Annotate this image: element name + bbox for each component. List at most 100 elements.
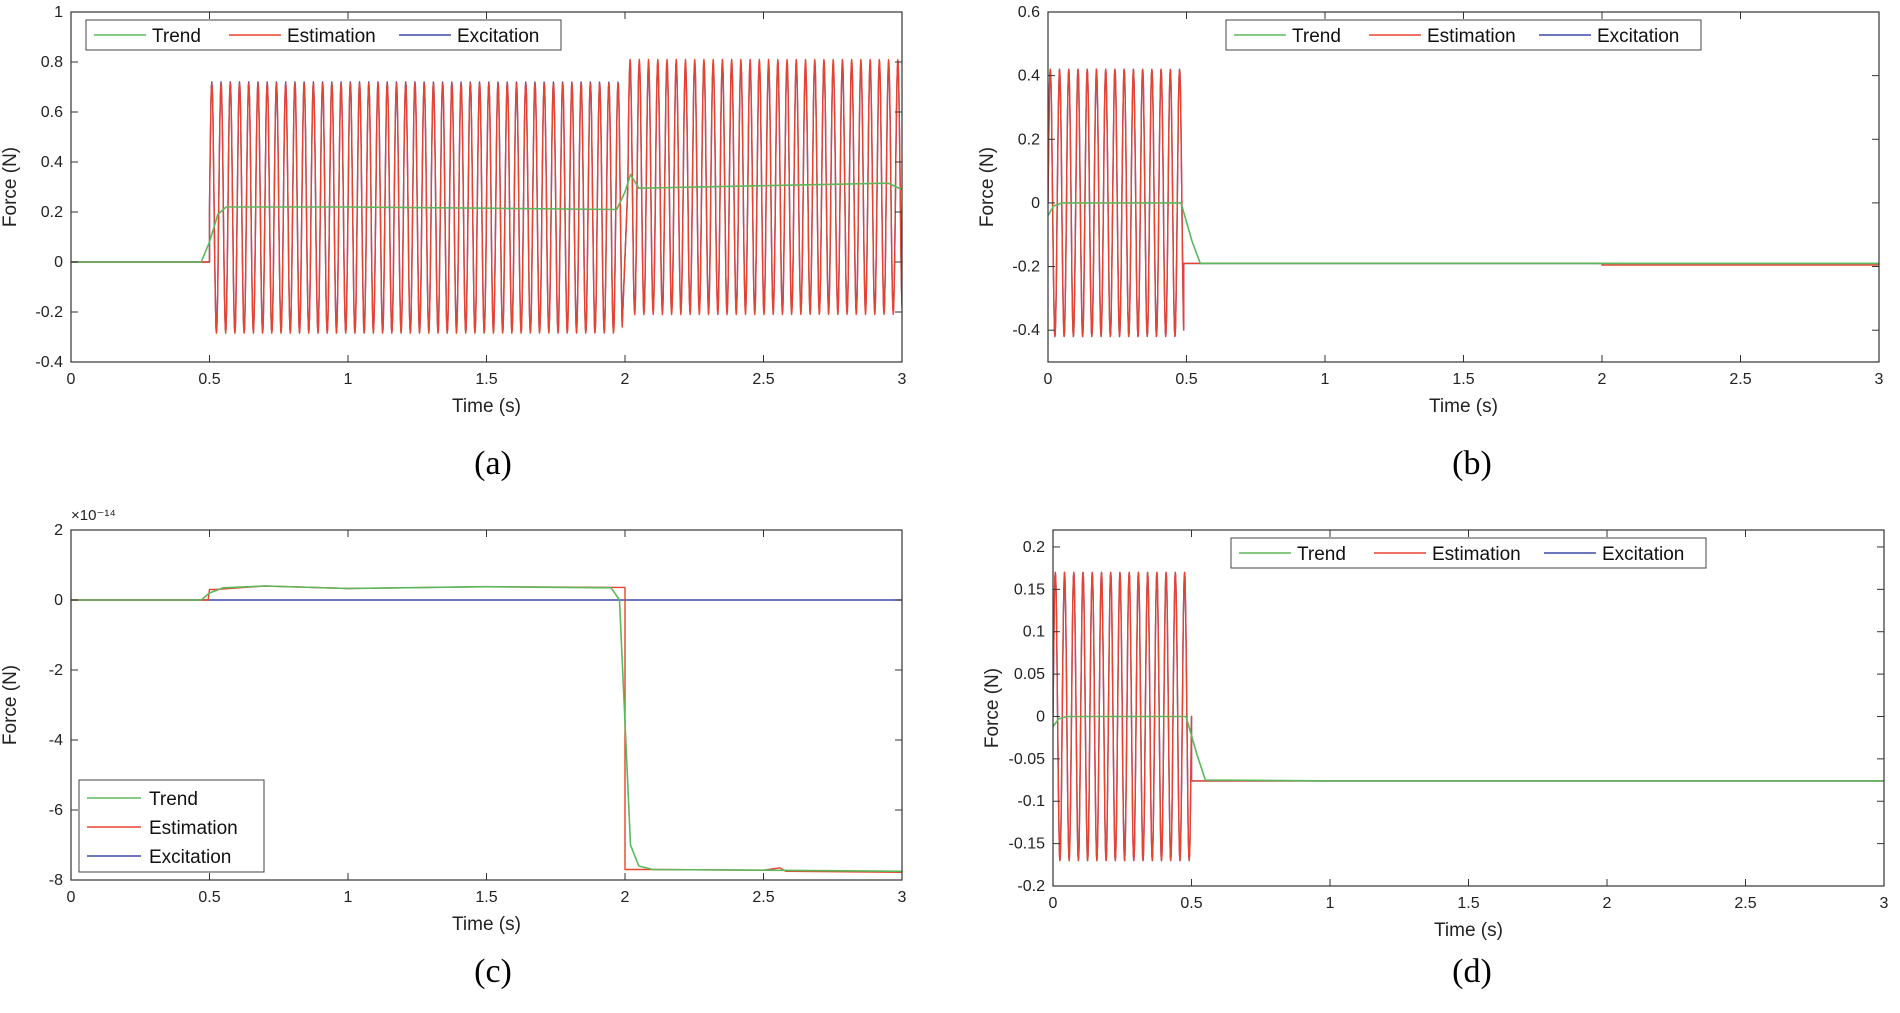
y-axis-label: Force (N) — [977, 147, 998, 227]
legend-label-estimation: Estimation — [287, 26, 376, 47]
y-tick-label: -0.4 — [1012, 322, 1040, 339]
x-tick-label: 0.5 — [1175, 371, 1197, 388]
legend-label-estimation: Estimation — [1427, 26, 1516, 47]
y-tick-label: 0 — [1036, 708, 1045, 725]
x-tick-label: 3 — [898, 889, 907, 906]
chart-panel-d: 0 0.5 1 1.5 2 2.5 3 -0.2 -0.15 -0.1 -0.05 0 0.05 0.1 0… — [982, 529, 1889, 941]
x-axis-label: Time (s) — [452, 396, 521, 417]
caption-c: (c) — [474, 953, 512, 990]
y-tick-label: -0.2 — [1012, 259, 1040, 276]
y-tick-label: -0.2 — [1017, 878, 1045, 895]
y-tick-label: 0.2 — [41, 204, 63, 221]
caption-a: (a) — [474, 445, 512, 482]
y-tick-label: -0.2 — [35, 304, 63, 321]
x-tick-label: 0.5 — [1180, 895, 1202, 912]
legend-label-trend: Trend — [1292, 26, 1341, 47]
y-tick-label: 0.8 — [41, 54, 63, 71]
y-exponent-label: ×10⁻¹⁴ — [71, 507, 116, 524]
legend-label-estimation: Estimation — [1432, 544, 1521, 565]
y-tick-label: 0.2 — [1023, 539, 1045, 556]
legend-label-excitation: Excitation — [1597, 26, 1679, 47]
series-line-estimation — [1048, 68, 1879, 338]
series-line-trend — [1048, 202, 1879, 265]
x-tick-label: 2 — [1598, 371, 1607, 388]
x-tick-label: 0.5 — [198, 371, 220, 388]
caption-b: (b) — [1452, 445, 1492, 482]
series-group — [71, 58, 902, 334]
legend-label-estimation: Estimation — [149, 818, 238, 839]
y-axis-label: Force (N) — [0, 665, 21, 745]
x-tick-label: 0.5 — [198, 889, 220, 906]
y-tick-label: -0.4 — [35, 354, 63, 371]
y-tick-label: 0.2 — [1018, 131, 1040, 148]
x-tick-label: 1 — [344, 889, 353, 906]
y-tick-label: 0.15 — [1014, 581, 1045, 598]
y-tick-label: -0.1 — [1017, 793, 1045, 810]
y-tick-label: 0.4 — [41, 154, 63, 171]
y-tick-label: -4 — [49, 732, 63, 749]
x-tick-label: 0 — [1049, 895, 1058, 912]
series-line-trend — [71, 585, 902, 873]
x-tick-label: 3 — [1875, 371, 1884, 388]
y-tick-label: -8 — [49, 872, 63, 889]
x-tick-label: 0 — [67, 371, 76, 388]
chart-panel-c: 0 0.5 1 1.5 2 2.5 3 -8 -6 -4 -2 0 2 ×10⁻¹⁴ Time (s) For… — [0, 507, 907, 935]
series-line-trend — [71, 173, 902, 263]
legend: Trend Estimation Excitation — [1225, 19, 1702, 51]
x-tick-label: 1 — [344, 371, 353, 388]
y-tick-label: 0.6 — [41, 104, 63, 121]
y-tick-label: -6 — [49, 802, 63, 819]
x-tick-label: 0 — [1044, 371, 1053, 388]
legend-label-excitation: Excitation — [457, 26, 539, 47]
y-tick-label: 0 — [1031, 195, 1040, 212]
y-tick-label: 0.1 — [1023, 624, 1045, 641]
series-group — [1053, 571, 1884, 862]
y-tick-label: 0.05 — [1014, 666, 1045, 683]
y-tick-label: -0.15 — [1009, 836, 1046, 853]
x-tick-label: 2.5 — [1729, 371, 1751, 388]
caption-d: (d) — [1452, 953, 1492, 990]
x-axis-label: Time (s) — [1429, 396, 1498, 417]
x-tick-label: 1 — [1321, 371, 1330, 388]
legend-box — [1230, 537, 1707, 569]
x-tick-label: 2 — [621, 371, 630, 388]
legend-label-trend: Trend — [1297, 544, 1346, 565]
series-line-estimation — [71, 58, 902, 334]
x-axis-label: Time (s) — [452, 914, 521, 935]
legend: Trend Estimation Excitation — [78, 779, 265, 873]
legend-label-trend: Trend — [149, 789, 198, 810]
x-tick-label: 3 — [1880, 895, 1889, 912]
legend-label-excitation: Excitation — [149, 847, 231, 868]
series-line-trend — [1053, 715, 1884, 782]
x-tick-label: 0 — [67, 889, 76, 906]
x-tick-label: 3 — [898, 371, 907, 388]
x-tick-label: 1.5 — [1457, 895, 1479, 912]
y-tick-label: 0 — [54, 254, 63, 271]
series-group — [71, 585, 902, 873]
y-tick-label: 0.6 — [1018, 4, 1040, 21]
x-tick-label: 1.5 — [1452, 371, 1474, 388]
y-axis-label: Force (N) — [982, 668, 1003, 748]
series-line-estimation — [1053, 571, 1884, 862]
x-tick-label: 2 — [1603, 895, 1612, 912]
y-tick-label: 0 — [54, 592, 63, 609]
series-group — [1048, 68, 1879, 338]
x-tick-label: 2 — [621, 889, 630, 906]
x-axis-label: Time (s) — [1434, 920, 1503, 941]
y-tick-label: -0.05 — [1009, 751, 1046, 768]
x-tick-label: 2.5 — [752, 371, 774, 388]
y-tick-label: 1 — [54, 4, 63, 21]
legend: Trend Estimation Excitation — [85, 19, 562, 51]
legend-label-excitation: Excitation — [1602, 544, 1684, 565]
legend: Trend Estimation Excitation — [1230, 537, 1707, 569]
legend-box — [1225, 19, 1702, 51]
x-tick-label: 1 — [1326, 895, 1335, 912]
legend-box — [85, 19, 562, 51]
y-tick-label: 2 — [54, 522, 63, 539]
x-tick-label: 1.5 — [475, 889, 497, 906]
y-axis-label: Force (N) — [0, 147, 21, 227]
legend-label-trend: Trend — [152, 26, 201, 47]
y-tick-label: -2 — [49, 662, 63, 679]
chart-panel-b: 0 0.5 1 1.5 2 2.5 3 -0.4 -0.2 0 0.2 0.4 0.6 Time (s) F… — [977, 4, 1884, 417]
